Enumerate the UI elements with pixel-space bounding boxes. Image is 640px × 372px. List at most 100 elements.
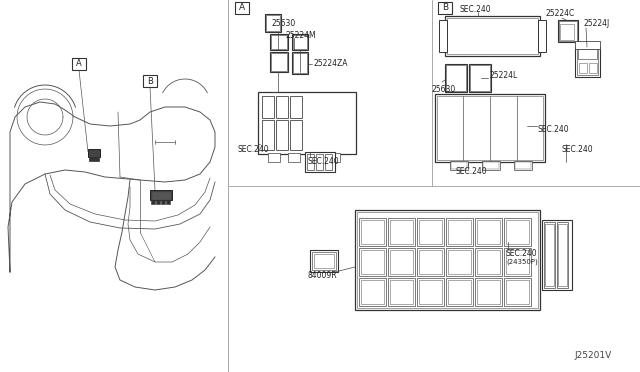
Bar bbox=[448, 220, 471, 244]
Bar bbox=[417, 218, 444, 246]
Text: 25224C: 25224C bbox=[545, 10, 574, 19]
Bar bbox=[357, 212, 538, 308]
Bar bbox=[545, 224, 554, 286]
Bar bbox=[589, 63, 597, 73]
Bar bbox=[439, 20, 447, 52]
Text: J25201V: J25201V bbox=[574, 352, 611, 360]
Bar bbox=[293, 53, 307, 73]
Bar bbox=[276, 96, 288, 118]
Bar bbox=[390, 220, 413, 244]
Bar bbox=[305, 152, 335, 172]
Bar bbox=[544, 222, 555, 288]
Bar bbox=[307, 154, 314, 170]
Bar bbox=[166, 200, 170, 204]
Bar bbox=[435, 94, 545, 162]
Bar bbox=[506, 220, 529, 244]
Bar bbox=[575, 41, 600, 49]
Text: 25224J: 25224J bbox=[583, 19, 609, 29]
Bar bbox=[314, 254, 334, 268]
Bar bbox=[151, 200, 155, 204]
Bar bbox=[446, 65, 466, 91]
Text: A: A bbox=[76, 60, 82, 68]
Bar bbox=[268, 153, 280, 162]
Bar bbox=[558, 20, 578, 42]
Bar bbox=[152, 192, 170, 199]
Bar bbox=[575, 47, 600, 77]
Bar bbox=[514, 161, 532, 170]
Bar bbox=[419, 250, 442, 274]
Text: SEC.240: SEC.240 bbox=[455, 167, 486, 176]
Text: 25630: 25630 bbox=[432, 84, 456, 93]
Bar bbox=[390, 250, 413, 274]
Bar bbox=[475, 218, 502, 246]
Bar bbox=[388, 278, 415, 306]
Bar bbox=[359, 248, 386, 276]
Bar bbox=[559, 21, 577, 41]
Text: (24350P): (24350P) bbox=[506, 259, 538, 265]
Bar bbox=[557, 222, 568, 288]
Bar bbox=[271, 53, 287, 71]
Text: B: B bbox=[147, 77, 153, 86]
Bar bbox=[560, 24, 574, 40]
Text: B: B bbox=[442, 3, 448, 13]
Bar bbox=[262, 96, 274, 118]
Bar bbox=[266, 15, 280, 31]
Text: SEC.240: SEC.240 bbox=[238, 145, 269, 154]
Bar bbox=[258, 92, 356, 154]
Bar bbox=[451, 162, 467, 169]
Bar bbox=[504, 278, 531, 306]
Bar bbox=[483, 162, 499, 169]
Bar bbox=[578, 49, 597, 59]
Bar bbox=[276, 120, 288, 150]
Bar bbox=[293, 35, 307, 49]
Bar bbox=[355, 210, 540, 310]
Bar bbox=[312, 252, 336, 270]
Bar bbox=[506, 250, 529, 274]
Bar bbox=[150, 190, 172, 200]
Bar bbox=[292, 52, 308, 74]
Bar bbox=[504, 218, 531, 246]
Bar bbox=[446, 278, 473, 306]
Text: 84009R: 84009R bbox=[308, 272, 338, 280]
Bar bbox=[419, 280, 442, 304]
Text: A: A bbox=[239, 3, 245, 13]
Text: 25630: 25630 bbox=[272, 19, 296, 28]
Bar bbox=[361, 250, 384, 274]
Text: 25224ZA: 25224ZA bbox=[314, 60, 349, 68]
Text: 25224L: 25224L bbox=[490, 71, 518, 80]
Bar bbox=[482, 161, 500, 170]
Bar bbox=[271, 35, 287, 49]
Bar bbox=[445, 64, 467, 92]
Bar bbox=[161, 200, 165, 204]
Bar bbox=[448, 250, 471, 274]
Bar bbox=[143, 75, 157, 87]
Bar bbox=[504, 248, 531, 276]
Bar bbox=[310, 250, 338, 272]
Bar bbox=[270, 52, 288, 72]
Bar bbox=[477, 250, 500, 274]
Bar bbox=[156, 200, 160, 204]
Bar bbox=[89, 157, 99, 161]
Bar bbox=[288, 153, 300, 162]
Bar bbox=[477, 280, 500, 304]
Bar bbox=[438, 2, 452, 14]
Bar bbox=[469, 64, 491, 92]
Bar bbox=[475, 248, 502, 276]
Bar bbox=[538, 20, 546, 52]
Bar bbox=[417, 278, 444, 306]
Bar bbox=[325, 154, 332, 170]
Text: SEC.240: SEC.240 bbox=[506, 250, 538, 259]
Bar bbox=[316, 154, 323, 170]
Bar bbox=[361, 280, 384, 304]
Bar bbox=[292, 34, 308, 50]
Bar bbox=[290, 120, 302, 150]
Text: SEC.240: SEC.240 bbox=[537, 125, 568, 135]
Bar bbox=[506, 280, 529, 304]
Bar bbox=[477, 220, 500, 244]
Bar bbox=[388, 218, 415, 246]
Text: SEC.240: SEC.240 bbox=[562, 145, 594, 154]
Bar bbox=[447, 18, 538, 54]
Text: SEC.240: SEC.240 bbox=[308, 157, 340, 167]
Bar bbox=[361, 220, 384, 244]
Bar bbox=[417, 248, 444, 276]
